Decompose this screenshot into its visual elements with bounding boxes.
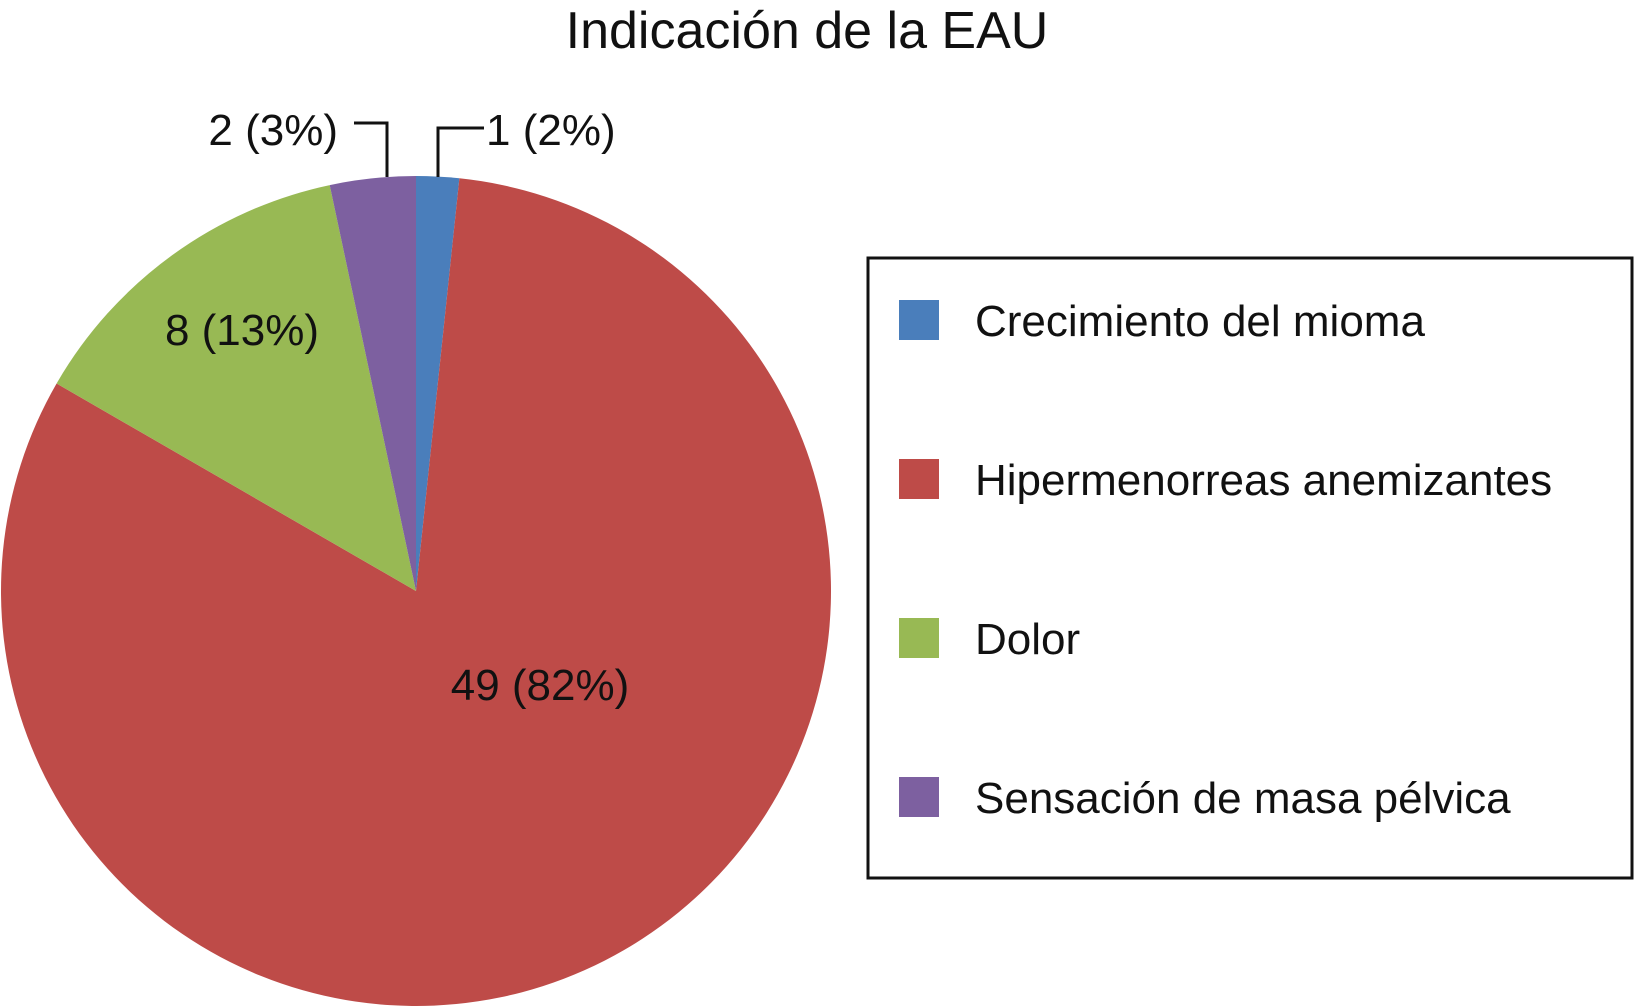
pie-slices <box>1 176 832 1006</box>
chart-title: Indicación de la EAU <box>566 2 1049 60</box>
legend-item-hipermenorreas-anemizantes: Hipermenorreas anemizantes <box>899 456 1552 505</box>
legend-item-dolor: Dolor <box>899 615 1080 664</box>
legend: Crecimiento del mioma Hipermenorreas anem… <box>866 256 1634 880</box>
data-label-sensacion-de-masa-pelvica: 2 (3%) <box>208 106 338 155</box>
legend-swatch-hipermenorreas-anemizantes <box>899 459 939 499</box>
data-label-crecimiento-del-mioma: 1 (2%) <box>486 106 616 155</box>
legend-items: Crecimiento del mioma Hipermenorreas anem… <box>899 297 1552 823</box>
leader-line-sensacion-de-masa-pelvica <box>354 121 389 177</box>
pie-slice-dolor <box>56 185 416 591</box>
legend-label-hipermenorreas-anemizantes: Hipermenorreas anemizantes <box>975 456 1552 505</box>
legend-item-crecimiento-del-mioma: Crecimiento del mioma <box>899 297 1425 346</box>
legend-item-sensacion-de-masa-pelvica: Sensación de masa pélvica <box>899 774 1511 823</box>
pie-slice-crecimiento-del-mioma <box>416 176 460 591</box>
legend-label-dolor: Dolor <box>975 615 1080 664</box>
slice-labels: 1 (2%) 49 (82%) 8 (13%) 2 (3%) <box>165 106 629 710</box>
pie-slice-sensacion-de-masa-pelvica <box>329 176 416 591</box>
leader-lines <box>354 121 484 177</box>
data-label-dolor: 8 (13%) <box>165 306 319 355</box>
legend-swatch-dolor <box>899 618 939 658</box>
legend-frame <box>866 256 1634 880</box>
legend-label-sensacion-de-masa-pelvica: Sensación de masa pélvica <box>975 774 1511 823</box>
legend-label-crecimiento-del-mioma: Crecimiento del mioma <box>975 297 1425 346</box>
legend-swatch-crecimiento-del-mioma <box>899 300 939 340</box>
pie-slice-hipermenorreas-anemizantes <box>1 178 832 1006</box>
data-label-hipermenorreas-anemizantes: 49 (82%) <box>451 661 630 710</box>
legend-swatch-sensacion-de-masa-pelvica <box>899 777 939 817</box>
leader-line-crecimiento-del-mioma <box>436 126 484 177</box>
